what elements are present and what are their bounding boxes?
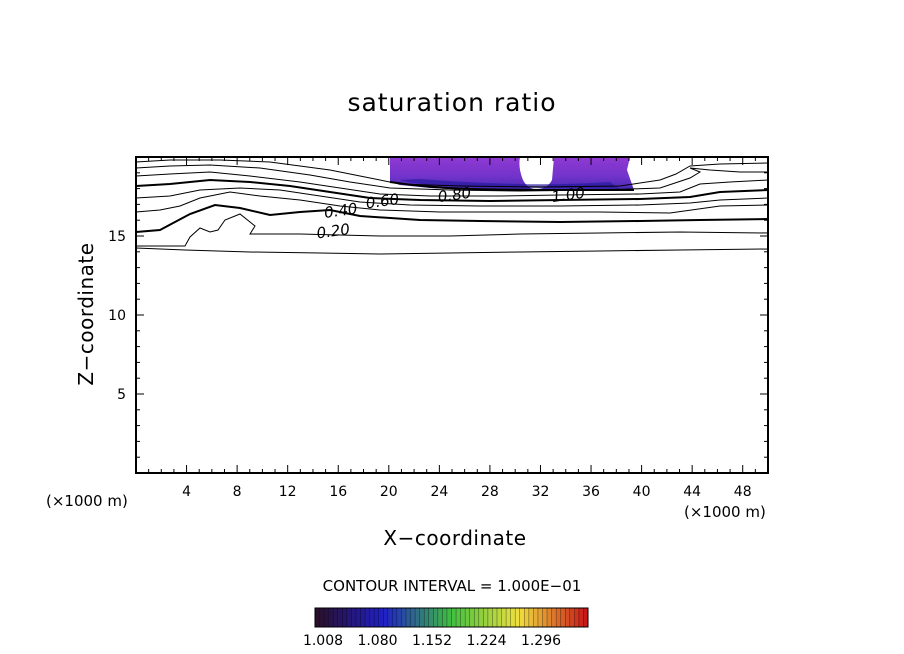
x-tick-label: 32	[532, 484, 550, 500]
colorbar-cell	[465, 608, 470, 627]
colorbar-cell	[569, 608, 575, 627]
x-tick-label: 4	[182, 484, 191, 500]
colorbar-cell	[437, 608, 443, 627]
colorbar-cell	[419, 608, 425, 627]
colorbar-cell	[537, 608, 543, 627]
x-tick-label: 40	[633, 484, 651, 500]
colorbar-cell	[510, 608, 516, 627]
contour-lines	[136, 159, 768, 255]
colorbar-cell	[460, 608, 466, 627]
colorbar-cell	[374, 608, 379, 627]
contour-label: 1.00	[550, 184, 586, 206]
colorbar-cell	[574, 608, 580, 627]
colorbar-cell	[515, 608, 521, 627]
colorbar-cell	[542, 608, 548, 627]
colorbar-cell	[369, 608, 375, 627]
colorbar-cell	[560, 608, 566, 627]
colorbar-cell	[360, 608, 366, 627]
colorbar-tick-label: 1.224	[466, 633, 506, 649]
x-tick-label: 12	[279, 484, 297, 500]
colorbar-cell	[565, 608, 571, 627]
colorbar-tick-label: 1.296	[521, 633, 561, 649]
x-tick-label: 8	[233, 484, 242, 500]
x-unit-label-left: (×1000 m)	[46, 492, 128, 510]
colorbar-cell	[346, 608, 352, 627]
colorbar-cell	[469, 608, 475, 627]
colorbar-cell	[337, 608, 343, 627]
colorbar-cell	[396, 608, 402, 627]
colorbar-cell	[483, 608, 489, 627]
x-tick-label: 28	[481, 484, 499, 500]
colorbar-cell	[410, 608, 416, 627]
colorbar-cell	[433, 608, 439, 627]
y-tick-label: 5	[117, 387, 126, 403]
contour-label: 0.40	[323, 199, 359, 221]
colorbar-cell	[315, 608, 320, 627]
colorbar-cell	[528, 608, 534, 627]
x-axis-label: X−coordinate	[383, 526, 527, 550]
y-tick-label: 15	[108, 229, 126, 245]
x-tick-label: 16	[329, 484, 347, 500]
colorbar-cell	[324, 608, 329, 627]
colorbar-cell	[446, 608, 452, 627]
colorbar-cell	[547, 608, 552, 627]
colorbar-cell	[406, 608, 411, 627]
colorbar-cell	[506, 608, 511, 627]
colorbar-cell	[533, 608, 539, 627]
colorbar	[314, 607, 589, 628]
contour-interval-text: CONTOUR INTERVAL = 1.000E−01	[322, 577, 582, 595]
colorbar-cell	[378, 608, 384, 627]
x-tick-label: 24	[430, 484, 448, 500]
colorbar-cell	[442, 608, 448, 627]
colorbar-cell	[333, 608, 339, 627]
colorbar-cell	[492, 608, 498, 627]
colorbar-cell	[428, 608, 434, 627]
colorbar-cell	[478, 608, 484, 627]
colorbar-cell	[415, 608, 420, 627]
colorbar-cell	[328, 608, 334, 627]
colorbar-frame	[314, 607, 589, 628]
x-tick-label: 44	[683, 484, 701, 500]
colorbar-cell	[583, 608, 589, 627]
colorbar-cell	[319, 608, 325, 627]
colorbar-cell	[456, 608, 461, 627]
colorbar-cell	[355, 608, 361, 627]
colorbar-cell	[556, 608, 561, 627]
x-tick-label: 36	[582, 484, 600, 500]
colorbar-cell	[387, 608, 393, 627]
colorbar-cell	[401, 608, 407, 627]
colorbar-cell	[524, 608, 530, 627]
colorbar-tick-labels: 1.008 1.080 1.152 1.224 1.296	[303, 633, 561, 649]
colorbar-cell	[497, 608, 502, 627]
contour-label: 0.20	[315, 220, 351, 242]
colorbar-tick-label: 1.152	[412, 633, 452, 649]
contour-labels: 0.200.40 0.60 0.80 1.00	[315, 184, 586, 243]
colorbar-cell	[519, 608, 525, 627]
chart-title: saturation ratio	[347, 88, 557, 117]
colorbar-cell	[392, 608, 398, 627]
x-unit-label-right: (×1000 m)	[684, 503, 766, 521]
y-tick-label: 10	[108, 308, 126, 324]
colorbar-cell	[424, 608, 430, 627]
colorbar-cell	[365, 608, 370, 627]
contour-label: 0.60	[365, 190, 401, 212]
x-tick-label: 20	[380, 484, 398, 500]
colorbar-cell	[551, 608, 557, 627]
plot-frame	[135, 156, 769, 474]
contour-label: 0.80	[437, 184, 473, 206]
colorbar-tick-label: 1.008	[303, 633, 343, 649]
colorbar-cell	[351, 608, 357, 627]
colorbar-cell	[451, 608, 457, 627]
x-tick-label: 48	[734, 484, 752, 500]
colorbar-cell	[487, 608, 493, 627]
colorbar-cell	[342, 608, 348, 627]
axis-ticks	[136, 157, 768, 473]
colorbar-cell	[474, 608, 480, 627]
colorbar-cell	[578, 608, 584, 627]
colorbar-cell	[383, 608, 389, 627]
colorbar-tick-label: 1.080	[357, 633, 397, 649]
colorbar-cell	[501, 608, 507, 627]
